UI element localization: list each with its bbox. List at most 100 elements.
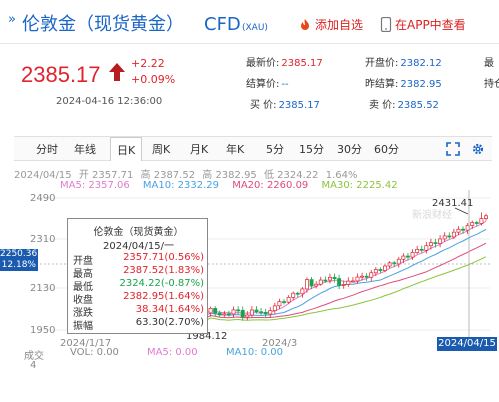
candle-body bbox=[346, 280, 351, 285]
quote-field-prev-settle: 昨结算: 2382.95 bbox=[365, 75, 442, 90]
open-in-app-button[interactable]: 在APP中查看 bbox=[380, 16, 466, 33]
max-annotation-line bbox=[454, 207, 469, 215]
candle-body bbox=[479, 218, 484, 224]
candle-body bbox=[323, 279, 328, 282]
x-tick-label: 2024/3 bbox=[262, 338, 298, 349]
candle-body bbox=[277, 301, 282, 307]
candle-body bbox=[378, 269, 383, 271]
candle-body bbox=[309, 279, 314, 287]
quote-panel: 2385.17 +2.22 +0.09% 2024-04-16 12:36:00… bbox=[0, 44, 499, 114]
tab-yearly-k[interactable]: 年K bbox=[226, 143, 245, 156]
y-tick-label: 2490 bbox=[30, 193, 56, 204]
candle-body bbox=[401, 255, 406, 260]
quote-field-col3-mid: 持仓 bbox=[484, 79, 499, 90]
crosshair-price-pct: 12.18% bbox=[1, 260, 36, 270]
quote-field-settle: 结算价: -- bbox=[246, 75, 289, 90]
quote-time: 2024-04-16 12:36:00 bbox=[56, 96, 163, 107]
y-tick-label: 2310 bbox=[30, 234, 56, 245]
tab-30min[interactable]: 30分 bbox=[337, 143, 362, 156]
candle-body bbox=[282, 301, 286, 303]
fullscreen-icon[interactable] bbox=[446, 142, 460, 156]
tooltip-title: 伦敦金（现货黄金） bbox=[93, 227, 184, 238]
ma-line bbox=[205, 220, 487, 314]
y-tick-label: 1950 bbox=[30, 325, 56, 336]
candle-body bbox=[410, 252, 415, 258]
candle-body bbox=[268, 310, 273, 315]
candle-body bbox=[259, 311, 264, 314]
candle-body bbox=[396, 258, 401, 265]
candle-body bbox=[447, 235, 452, 238]
tooltip-key: 振幅 bbox=[73, 321, 93, 332]
candle-body bbox=[231, 309, 236, 315]
candle-body bbox=[286, 297, 291, 303]
breadcrumb-arrows: » bbox=[8, 12, 16, 27]
tab-daily-k[interactable]: 日K bbox=[110, 137, 143, 161]
candle-body bbox=[341, 284, 346, 286]
candle-body bbox=[295, 292, 300, 295]
volume-label: 成交 bbox=[24, 351, 44, 362]
tooltip-key: 收盘 bbox=[73, 295, 93, 306]
tab-5min[interactable]: 5分 bbox=[266, 143, 284, 156]
tooltip-value: 2324.22(-0.87%) bbox=[119, 278, 204, 289]
candle-body bbox=[484, 215, 488, 220]
quote-field-last: 最新价: 2385.17 bbox=[246, 54, 323, 69]
summary-low: 低 2324.22 bbox=[263, 170, 319, 181]
candle-body bbox=[415, 248, 420, 253]
quote-field-label: 结算价: bbox=[246, 79, 280, 90]
settings-icon[interactable] bbox=[471, 142, 485, 156]
change-abs: +2.22 bbox=[131, 57, 165, 70]
instrument-code: CFD bbox=[204, 14, 241, 35]
candle-body bbox=[470, 222, 475, 226]
tab-monthly-k[interactable]: 月K bbox=[190, 143, 209, 156]
tab-yearline[interactable]: 年线 bbox=[74, 143, 96, 156]
ma-line bbox=[205, 242, 487, 319]
crosshair-date-tag: 2024/04/15 bbox=[437, 337, 497, 351]
max-price-annotation: 2431.41 bbox=[432, 198, 473, 209]
watermark: 新浪财经 bbox=[412, 208, 452, 221]
candle-body bbox=[406, 255, 410, 258]
candle-body bbox=[332, 276, 337, 279]
candle-body bbox=[360, 275, 365, 278]
quote-field-ask: 卖 价: 2385.52 bbox=[369, 96, 439, 111]
summary-high: 高 2387.52 bbox=[140, 170, 196, 181]
ma-line bbox=[205, 256, 487, 321]
candle-body bbox=[474, 222, 479, 224]
tab-15min[interactable]: 15分 bbox=[299, 143, 324, 156]
y-tick-label: 2130 bbox=[30, 283, 56, 294]
quote-field-bid: 买 价: 2385.17 bbox=[250, 96, 320, 111]
candlestick-chart[interactable]: 2431.41 1984.12 新浪财经 bbox=[0, 190, 499, 350]
flame-icon bbox=[301, 18, 309, 30]
tooltip-value: 63.30(2.70%) bbox=[135, 317, 204, 328]
ma30-legend: MA30: 2225.42 bbox=[321, 180, 398, 191]
candle-body bbox=[291, 292, 296, 298]
tooltip-row-amplitude: 振幅 63.30(2.70%) bbox=[73, 317, 204, 332]
page-title: 伦敦金（现货黄金） bbox=[22, 14, 184, 35]
summary-open: 开 2357.71 bbox=[78, 170, 134, 181]
add-watchlist-button[interactable]: 添加自选 bbox=[298, 16, 363, 33]
quote-field-value: 2385.17 bbox=[281, 58, 323, 69]
x-tick-label: 2024/1/17 bbox=[60, 338, 112, 349]
candle-body bbox=[369, 272, 374, 278]
page-header: » 伦敦金（现货黄金） CFD (XAU) 添加自选 在APP中查看 bbox=[0, 0, 499, 44]
period-tabs: 分时 年线 日K 周K 月K 年K 5分 15分 30分 60分 bbox=[14, 136, 492, 161]
tooltip-value: 2382.95(1.64%) bbox=[123, 291, 204, 302]
tooltip-key: 开盘 bbox=[73, 256, 93, 267]
candle-body bbox=[433, 242, 438, 244]
quote-field-label: 最新价: bbox=[246, 58, 280, 69]
tooltip-key: 最高 bbox=[73, 269, 93, 280]
summary-settle: 高 2382.95 bbox=[202, 170, 257, 181]
tooltip-row-change: 涨跌 38.34(1.64%) bbox=[73, 304, 204, 319]
summary-date: 2024/04/15 bbox=[14, 170, 72, 181]
tab-intraday[interactable]: 分时 bbox=[36, 143, 58, 156]
last-price: 2385.17 bbox=[21, 62, 101, 87]
ohlc-summary: 2024/04/15 开 2357.71 高 2387.52 高 2382.95… bbox=[14, 166, 357, 181]
candle-body bbox=[337, 278, 342, 286]
tooltip-date: 2024/04/15/一 bbox=[102, 241, 174, 252]
candle-body bbox=[419, 248, 424, 251]
quote-field-value: 2382.95 bbox=[400, 79, 442, 90]
tab-60min[interactable]: 60分 bbox=[374, 143, 399, 156]
tab-weekly-k[interactable]: 周K bbox=[152, 143, 171, 156]
ma10-legend: MA10: 2332.29 bbox=[142, 180, 220, 191]
quote-field-label: 昨结算: bbox=[365, 79, 399, 90]
candle-body bbox=[240, 309, 245, 318]
